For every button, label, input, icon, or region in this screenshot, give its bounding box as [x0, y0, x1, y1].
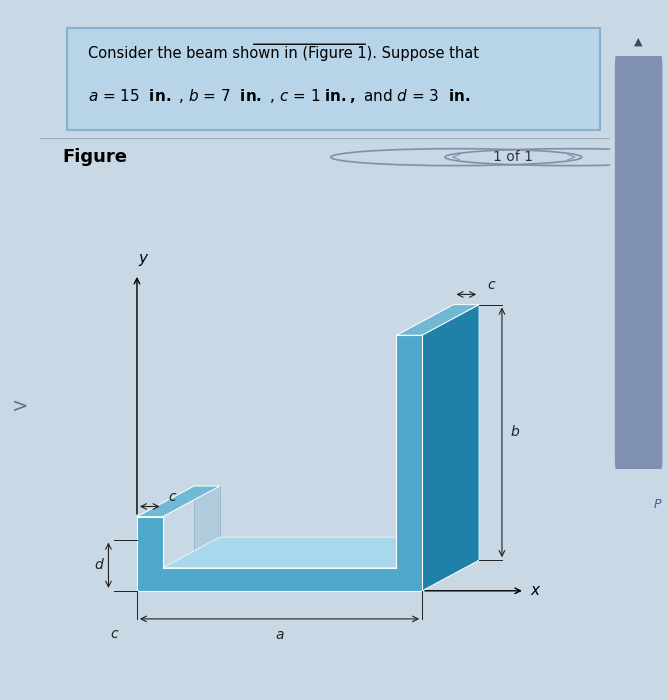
Polygon shape	[396, 304, 479, 335]
Text: y: y	[138, 251, 147, 266]
Text: ▲: ▲	[634, 37, 643, 47]
Polygon shape	[422, 304, 479, 591]
Text: b: b	[510, 426, 519, 440]
Text: Figure: Figure	[63, 148, 128, 166]
Text: P: P	[654, 498, 662, 510]
FancyBboxPatch shape	[67, 28, 600, 130]
Text: c: c	[110, 626, 118, 640]
FancyBboxPatch shape	[615, 56, 662, 469]
Text: c: c	[488, 278, 496, 292]
Text: <: <	[451, 150, 462, 164]
Text: >: >	[12, 396, 28, 416]
Text: x: x	[530, 583, 540, 598]
Text: c: c	[168, 490, 176, 504]
Text: a: a	[275, 628, 283, 642]
Polygon shape	[163, 537, 454, 568]
Text: >: >	[565, 150, 576, 164]
Polygon shape	[137, 335, 422, 591]
Text: d: d	[94, 559, 103, 573]
Polygon shape	[194, 304, 479, 560]
Polygon shape	[137, 486, 219, 517]
Text: Consider the beam shown in (Figure 1). Suppose that: Consider the beam shown in (Figure 1). S…	[88, 46, 479, 62]
Polygon shape	[396, 304, 454, 568]
Text: $\it{a}$ = 15  $\bf{in.}$ , $\it{b}$ = 7  $\bf{in.}$ , $\it{c}$ = 1 $\bf{in.},$ : $\it{a}$ = 15 $\bf{in.}$ , $\it{b}$ = 7 …	[88, 87, 470, 105]
Text: 1 of 1: 1 of 1	[494, 150, 534, 164]
